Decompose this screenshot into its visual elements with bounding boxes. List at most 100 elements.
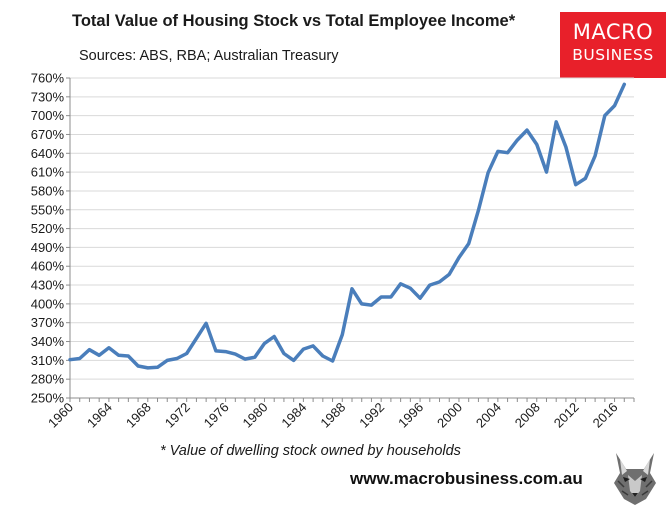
x-tick-label: 1988 <box>317 400 348 431</box>
data-point <box>311 344 315 348</box>
data-point <box>477 209 480 212</box>
data-point <box>195 337 198 340</box>
y-tick-label: 370% <box>31 315 65 330</box>
data-point <box>545 170 548 174</box>
x-tick-label: 1964 <box>84 400 115 431</box>
data-point <box>438 280 441 284</box>
series-layer <box>68 82 627 370</box>
data-point <box>555 120 558 124</box>
x-tick-label: 2008 <box>512 400 543 431</box>
data-point <box>127 354 130 358</box>
data-point <box>107 346 111 350</box>
data-point <box>370 303 373 307</box>
data-point <box>389 295 393 299</box>
data-point <box>574 183 577 186</box>
y-tick-label: 430% <box>31 278 65 293</box>
x-axis-ticks: 1960 1964 1968 1972 1976 1980 1984 1988 1992 1996… <box>45 398 635 431</box>
data-point <box>136 364 140 368</box>
data-point <box>516 138 519 142</box>
data-point <box>214 349 218 353</box>
data-point <box>253 356 256 359</box>
y-tick-label: 640% <box>31 146 65 161</box>
x-tick-label: 2016 <box>590 400 621 431</box>
data-point <box>496 150 500 153</box>
data-point <box>467 242 470 245</box>
data-point <box>156 366 159 369</box>
y-axis-ticks: 250% 280% 310% 340% 370% 400% 430% 460% 490% 520%… <box>31 71 70 406</box>
data-point <box>97 354 101 357</box>
y-tick-label: 310% <box>31 353 65 368</box>
data-point <box>379 295 383 299</box>
data-point <box>263 342 266 345</box>
data-point <box>302 347 305 351</box>
x-tick-label: 1992 <box>356 400 387 431</box>
chart-title: Total Value of Housing Stock vs Total Em… <box>72 12 516 30</box>
series-line <box>68 82 627 370</box>
y-tick-label: 520% <box>31 221 65 236</box>
y-tick-label: 610% <box>31 165 65 180</box>
y-tick-label: 580% <box>31 183 65 198</box>
y-tick-label: 400% <box>31 296 65 311</box>
y-tick-label: 250% <box>31 391 65 406</box>
data-point <box>166 359 169 362</box>
data-point <box>613 104 616 107</box>
data-point <box>486 171 490 174</box>
logo-line-1: MACRO <box>572 20 654 44</box>
data-point <box>341 333 344 336</box>
data-point <box>623 83 626 86</box>
data-point <box>292 359 295 362</box>
data-point <box>78 357 81 360</box>
data-point <box>409 286 412 290</box>
x-tick-label: 2004 <box>473 400 504 431</box>
website-link[interactable]: www.macrobusiness.com.au <box>350 469 583 488</box>
axes-layer <box>69 77 634 399</box>
data-point <box>234 352 237 356</box>
data-point <box>273 335 276 338</box>
data-point <box>282 352 286 355</box>
x-tick-label: 1984 <box>278 400 309 431</box>
chart-subtitle: Sources: ABS, RBA; Australian Treasury <box>79 48 339 64</box>
y-tick-label: 490% <box>31 240 65 255</box>
data-point <box>525 128 529 132</box>
data-point <box>428 283 431 287</box>
chart-footnote: * Value of dwelling stock owned by house… <box>160 443 461 459</box>
data-point <box>243 357 247 361</box>
data-point <box>535 143 538 146</box>
y-tick-label: 340% <box>31 334 65 349</box>
data-point <box>399 282 402 286</box>
x-tick-label: 2000 <box>434 400 465 431</box>
data-point <box>224 350 227 353</box>
x-tick-label: 1996 <box>395 400 426 431</box>
x-tick-label: 1968 <box>123 400 154 431</box>
data-point <box>146 366 149 370</box>
data-point <box>593 154 597 158</box>
data-point <box>331 359 334 363</box>
data-point <box>350 287 354 291</box>
data-point <box>564 145 568 149</box>
data-point <box>360 302 363 306</box>
data-point <box>418 297 422 300</box>
y-tick-label: 670% <box>31 127 65 142</box>
y-tick-label: 280% <box>31 372 65 387</box>
data-point <box>457 256 461 259</box>
x-tick-label: 1972 <box>162 400 193 431</box>
y-tick-label: 760% <box>31 71 65 86</box>
data-point <box>185 352 188 355</box>
data-point <box>88 348 91 351</box>
y-tick-label: 730% <box>31 89 65 104</box>
x-tick-label: 1976 <box>201 400 232 431</box>
x-tick-label: 1980 <box>240 400 271 431</box>
data-point <box>506 151 509 154</box>
data-point <box>603 114 607 117</box>
data-point <box>448 273 451 276</box>
logo-line-2: BUSINESS <box>572 46 654 64</box>
data-point <box>175 357 179 360</box>
data-point <box>117 354 120 357</box>
macrobusiness-logo[interactable]: MACRO BUSINESS <box>560 12 666 78</box>
wolf-head-logo-icon <box>610 451 660 507</box>
data-point <box>204 322 208 325</box>
x-tick-label: 2012 <box>551 400 582 431</box>
y-tick-label: 550% <box>31 202 65 217</box>
data-point <box>321 354 325 358</box>
